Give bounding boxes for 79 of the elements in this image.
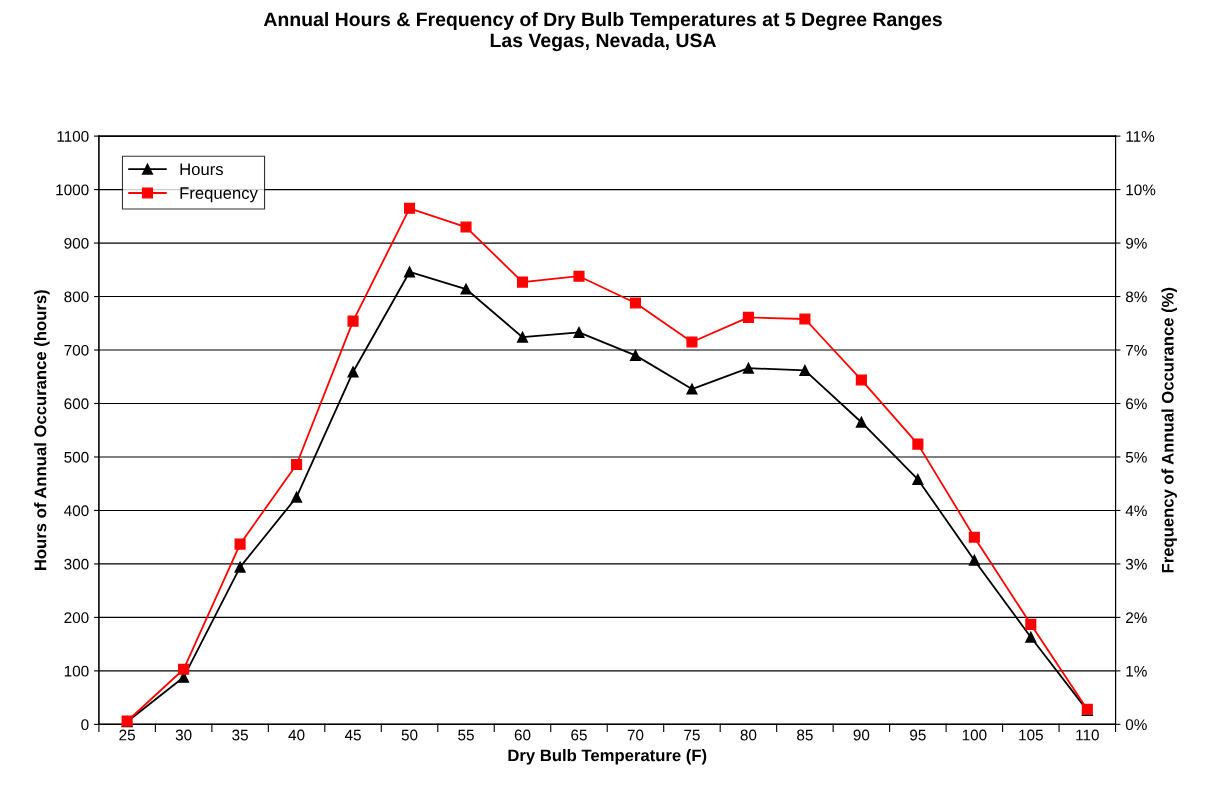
y2-tick-label: 9% — [1125, 237, 1147, 249]
y2-tick-label: 2% — [1126, 612, 1147, 624]
y-tick-label: 1000 — [56, 184, 89, 196]
point — [912, 438, 924, 450]
x-tick-label: 45 — [344, 729, 361, 741]
y-tick-label: 900 — [64, 237, 89, 249]
x-tick-label: 90 — [853, 729, 870, 741]
y-tick-label: 300 — [64, 558, 89, 570]
y2-tick-label: 6% — [1126, 398, 1147, 410]
x-tick-label: 80 — [740, 729, 757, 741]
point — [347, 366, 359, 378]
x-tick-label: 40 — [288, 729, 305, 741]
y-axis-title: Hours of Annual Occurance (hours) — [34, 290, 50, 571]
legend-label: Frequency — [180, 187, 258, 203]
x-tick-label: 100 — [962, 729, 987, 741]
y2-tick-label: 1% — [1126, 665, 1147, 677]
x-tick-label: 65 — [571, 729, 587, 741]
y-tick-label: 400 — [64, 505, 89, 517]
x-tick-label: 85 — [797, 729, 813, 741]
y-tick-label: 700 — [64, 344, 89, 356]
point — [234, 538, 246, 550]
chart-title: Annual Hours & Frequency of Dry Bulb Temperatures at 5 Degree Ranges Las Vegas, Nevada, USA — [263, 11, 942, 52]
point — [799, 313, 811, 325]
y-tick-label: 100 — [64, 665, 89, 677]
point — [912, 473, 924, 485]
point — [1025, 618, 1037, 630]
y2-tick-label: 10% — [1126, 184, 1156, 196]
y-tick-label: 200 — [64, 612, 89, 624]
point — [291, 491, 303, 503]
y-tick-label: 600 — [64, 398, 89, 410]
x-tick-label: 110 — [1076, 729, 1099, 741]
point — [799, 364, 811, 376]
point — [291, 458, 303, 471]
point — [855, 374, 867, 386]
point — [178, 663, 190, 675]
point — [460, 283, 472, 295]
legend-label: Hours — [180, 163, 223, 176]
y2-axis-title: Frequency of Annual Occurance (%) — [1161, 287, 1177, 573]
x-tick-label: 75 — [684, 729, 700, 741]
y2-tick-label: 11% — [1126, 131, 1155, 142]
point — [742, 311, 754, 323]
point — [686, 336, 698, 348]
x-tick-label: 105 — [1019, 729, 1043, 741]
y2-tick-label: 3% — [1125, 558, 1147, 570]
point — [403, 266, 416, 278]
point — [234, 561, 246, 573]
x-tick-label: 95 — [910, 729, 926, 741]
y2-tick-label: 7% — [1126, 344, 1147, 356]
point — [629, 297, 642, 309]
x-tick-label: 25 — [119, 729, 135, 741]
x-axis-title: Dry Bulb Temperature (F) — [508, 749, 707, 765]
x-tick-label: 50 — [401, 729, 418, 741]
point — [968, 554, 980, 566]
point — [516, 276, 529, 288]
y-tick-label: 500 — [64, 451, 89, 463]
y2-tick-label: 8% — [1125, 291, 1147, 303]
x-tick-label: 35 — [232, 729, 248, 741]
y-tick-label: 800 — [64, 291, 89, 303]
point — [573, 326, 585, 338]
point — [403, 202, 416, 214]
point — [347, 315, 359, 327]
point — [629, 349, 642, 361]
y2-tick-label: 5% — [1125, 451, 1147, 463]
point — [686, 383, 698, 395]
y-tick-label: 1100 — [57, 130, 89, 142]
point — [742, 362, 754, 374]
y2-tick-label: 4% — [1125, 505, 1147, 517]
point — [516, 331, 529, 343]
x-tick-label: 55 — [458, 729, 474, 741]
point — [968, 531, 980, 543]
point — [460, 221, 472, 233]
point — [573, 270, 585, 282]
y2-tick-label: 0% — [1125, 719, 1147, 731]
x-tick-label: 70 — [627, 729, 644, 741]
y-tick-label: 0 — [81, 719, 89, 731]
x-tick-label: 60 — [514, 729, 531, 741]
point — [1025, 631, 1037, 643]
point — [855, 416, 867, 428]
x-tick-label: 30 — [175, 729, 192, 741]
